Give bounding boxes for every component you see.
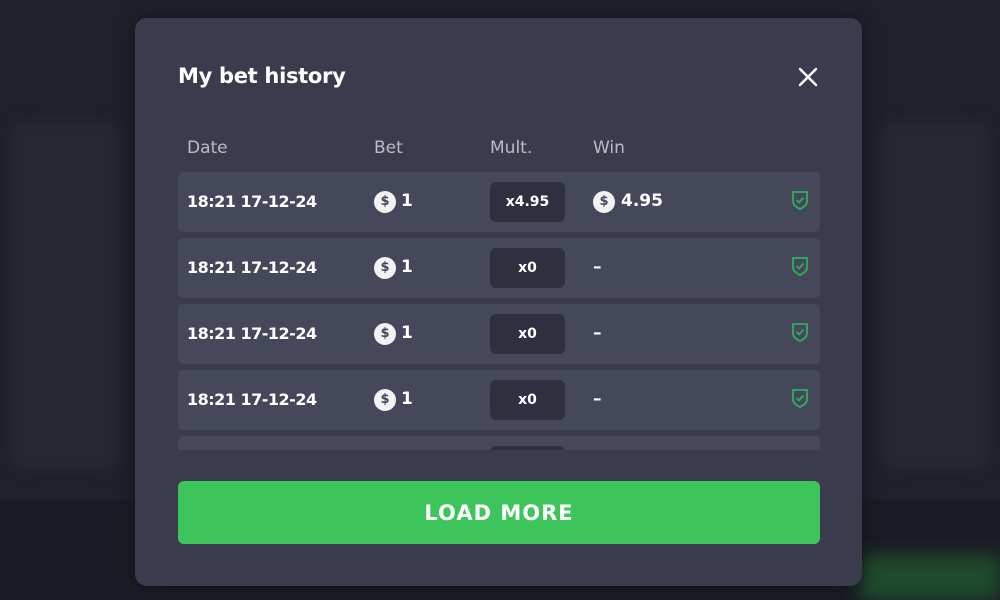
column-header-win: Win xyxy=(593,138,625,158)
bet-date: 18:21 17-12-24 xyxy=(187,390,317,409)
multiplier-badge: x4.95 xyxy=(490,182,565,222)
dollar-coin-icon: $ xyxy=(374,257,396,279)
close-icon[interactable] xyxy=(797,66,819,88)
provably-fair-shield-icon[interactable] xyxy=(791,190,809,210)
bet-amount: 1 xyxy=(401,323,413,343)
multiplier-badge xyxy=(490,446,565,450)
provably-fair-shield-icon[interactable] xyxy=(791,256,809,276)
dollar-coin-icon: $ xyxy=(374,191,396,213)
dollar-coin-icon: $ xyxy=(374,389,396,411)
provably-fair-shield-icon[interactable] xyxy=(791,388,809,408)
multiplier-badge: x0 xyxy=(490,380,565,420)
bet-row-partial[interactable] xyxy=(178,436,820,450)
win-amount: – xyxy=(593,323,602,343)
column-header-bet: Bet xyxy=(374,138,403,158)
win-amount: 4.95 xyxy=(621,191,663,211)
dollar-coin-icon: $ xyxy=(374,323,396,345)
modal-title: My bet history xyxy=(178,64,346,88)
dollar-coin-icon: $ xyxy=(593,191,615,213)
win-amount: – xyxy=(593,389,602,409)
bet-date: 18:21 17-12-24 xyxy=(187,324,317,343)
bet-date: 18:21 17-12-24 xyxy=(187,192,317,211)
bet-amount: 1 xyxy=(401,389,413,409)
background-panel-right xyxy=(880,120,990,470)
bet-history-modal: My bet history Date Bet Mult. Win 18:21 … xyxy=(135,18,862,586)
bet-row[interactable]: 18:21 17-12-24 $ 1 x0 – xyxy=(178,238,820,298)
bet-amount: 1 xyxy=(401,257,413,277)
bet-row[interactable]: 18:21 17-12-24 $ 1 x0 – xyxy=(178,304,820,364)
bet-amount: 1 xyxy=(401,191,413,211)
bet-date: 18:21 17-12-24 xyxy=(187,258,317,277)
background-green-button xyxy=(860,555,1000,600)
bet-history-list[interactable]: 18:21 17-12-24 $ 1 x4.95 $4.95 18:21 17-… xyxy=(178,172,820,450)
win-amount: – xyxy=(593,257,602,277)
provably-fair-shield-icon[interactable] xyxy=(791,322,809,342)
bet-row[interactable]: 18:21 17-12-24 $ 1 x4.95 $4.95 xyxy=(178,172,820,232)
multiplier-badge: x0 xyxy=(490,248,565,288)
multiplier-badge: x0 xyxy=(490,314,565,354)
load-more-button[interactable]: LOAD MORE xyxy=(178,481,820,544)
bet-row[interactable]: 18:21 17-12-24 $ 1 x0 – xyxy=(178,370,820,430)
column-header-mult: Mult. xyxy=(490,138,533,158)
column-header-date: Date xyxy=(187,138,228,158)
background-panel-left xyxy=(10,120,120,470)
